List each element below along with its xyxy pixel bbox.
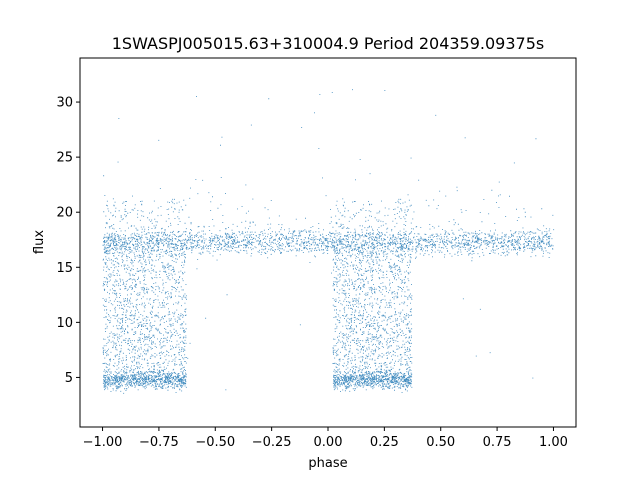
y-tick-label: 25 [56, 151, 73, 166]
y-tick-label: 30 [56, 96, 73, 111]
chart-title: 1SWASPJ005015.63+310004.9 Period 204359.… [112, 34, 544, 53]
scatter-points [102, 89, 555, 394]
y-tick-label: 20 [56, 206, 73, 221]
x-tick-label: −0.25 [252, 435, 292, 450]
x-tick-label: 0.50 [426, 435, 455, 450]
x-tick-label: 0.25 [370, 435, 399, 450]
x-tick-label: 0.75 [483, 435, 512, 450]
x-tick-label: 1.00 [539, 435, 568, 450]
y-tick-label: 10 [56, 316, 73, 331]
x-tick-label: −0.50 [195, 435, 235, 450]
x-axis-label: phase [308, 456, 347, 471]
x-tick-label: −0.75 [139, 435, 179, 450]
x-tick-label: 0.00 [314, 435, 343, 450]
y-axis-ticks: 5 10 15 20 25 30 [56, 96, 80, 386]
data-point-cloud [102, 89, 555, 394]
y-tick-label: 15 [56, 261, 73, 276]
y-axis-label: flux [32, 230, 47, 254]
x-tick-label: −1.00 [83, 435, 123, 450]
x-axis-ticks: −1.00 −0.75 −0.50 −0.25 0.00 0.25 0.50 0.75 1.00 [83, 427, 568, 450]
y-tick-label: 5 [65, 371, 73, 386]
